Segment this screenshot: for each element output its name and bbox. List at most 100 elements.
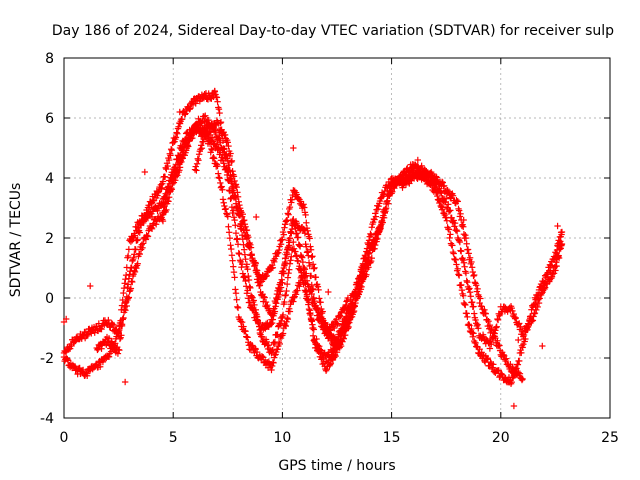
data-point <box>463 310 470 317</box>
data-point <box>231 274 238 281</box>
data-point <box>286 203 294 211</box>
data-point <box>380 206 388 214</box>
data-point <box>117 319 124 327</box>
data-point <box>168 186 176 193</box>
data-point <box>256 282 264 289</box>
data-point <box>465 286 472 293</box>
data-point <box>264 301 271 309</box>
chart-title: Day 186 of 2024, Sidereal Day-to-day VTE… <box>52 23 614 39</box>
data-point <box>187 105 194 112</box>
data-point <box>307 246 315 253</box>
data-point <box>253 269 260 276</box>
data-point <box>132 246 139 253</box>
data-point <box>443 217 451 224</box>
data-point <box>303 270 310 277</box>
data-point <box>96 363 104 370</box>
data-point <box>455 237 463 244</box>
data-point <box>134 260 141 267</box>
data-point <box>496 342 503 349</box>
data-point <box>286 235 294 242</box>
data-point <box>215 120 222 127</box>
data-point <box>535 299 543 307</box>
data-point <box>234 303 241 311</box>
data-point <box>286 260 294 267</box>
data-point <box>402 181 410 189</box>
data-point <box>372 213 380 220</box>
data-point <box>212 129 219 136</box>
data-point <box>367 257 375 265</box>
data-point <box>488 325 496 333</box>
data-point <box>251 261 259 269</box>
data-point <box>399 184 406 191</box>
data-point <box>239 270 247 277</box>
data-point <box>218 183 225 190</box>
data-point <box>223 210 230 217</box>
data-point <box>341 315 348 323</box>
data-point <box>262 298 270 306</box>
data-point <box>215 170 222 177</box>
data-point <box>463 240 470 247</box>
x-tick-label: 20 <box>492 430 510 446</box>
data-point <box>271 305 278 312</box>
data-point <box>379 214 386 221</box>
data-point <box>511 313 518 321</box>
data-point <box>305 301 312 308</box>
data-point <box>523 326 530 334</box>
data-point <box>296 266 304 273</box>
data-point <box>465 250 472 257</box>
data-point <box>98 325 105 333</box>
data-point <box>230 263 237 270</box>
data-point <box>305 305 313 313</box>
data-point <box>197 146 204 153</box>
data-point <box>213 141 221 148</box>
data-point <box>309 332 317 339</box>
data-point <box>116 346 123 354</box>
data-point <box>231 216 238 224</box>
data-point <box>440 210 448 217</box>
data-point <box>531 301 538 308</box>
data-point <box>427 178 435 186</box>
data-point <box>202 112 209 119</box>
data-point <box>173 129 180 136</box>
data-point <box>270 339 277 346</box>
data-point <box>64 356 71 363</box>
data-point <box>310 326 317 333</box>
data-point <box>227 150 234 157</box>
data-point <box>296 283 303 290</box>
data-point <box>172 177 179 184</box>
data-point <box>277 241 285 248</box>
data-point <box>298 269 305 276</box>
data-point <box>325 326 333 333</box>
data-point <box>539 342 546 350</box>
data-point <box>277 279 285 286</box>
data-point <box>208 145 215 153</box>
data-point <box>290 298 297 305</box>
data-point <box>281 298 288 306</box>
data-point <box>292 248 299 255</box>
data-point <box>115 328 122 335</box>
data-point <box>105 353 113 360</box>
data-point <box>288 253 295 260</box>
data-point <box>462 301 469 309</box>
data-point <box>127 285 135 292</box>
data-point <box>230 268 238 276</box>
data-point <box>232 181 240 188</box>
data-point <box>426 170 434 177</box>
data-point <box>292 291 300 298</box>
data-point <box>382 205 389 213</box>
data-point <box>225 223 232 230</box>
data-point <box>127 268 134 275</box>
data-point <box>333 321 341 328</box>
data-point <box>105 316 112 324</box>
data-point <box>453 226 460 234</box>
data-point <box>525 321 532 329</box>
data-point <box>468 325 475 333</box>
data-point <box>458 286 466 294</box>
y-tick-label: -4 <box>40 411 54 427</box>
data-point <box>451 255 458 263</box>
data-point <box>554 222 561 230</box>
data-point <box>226 167 234 174</box>
data-point <box>124 281 132 288</box>
data-point <box>242 223 249 230</box>
data-point <box>298 254 306 261</box>
